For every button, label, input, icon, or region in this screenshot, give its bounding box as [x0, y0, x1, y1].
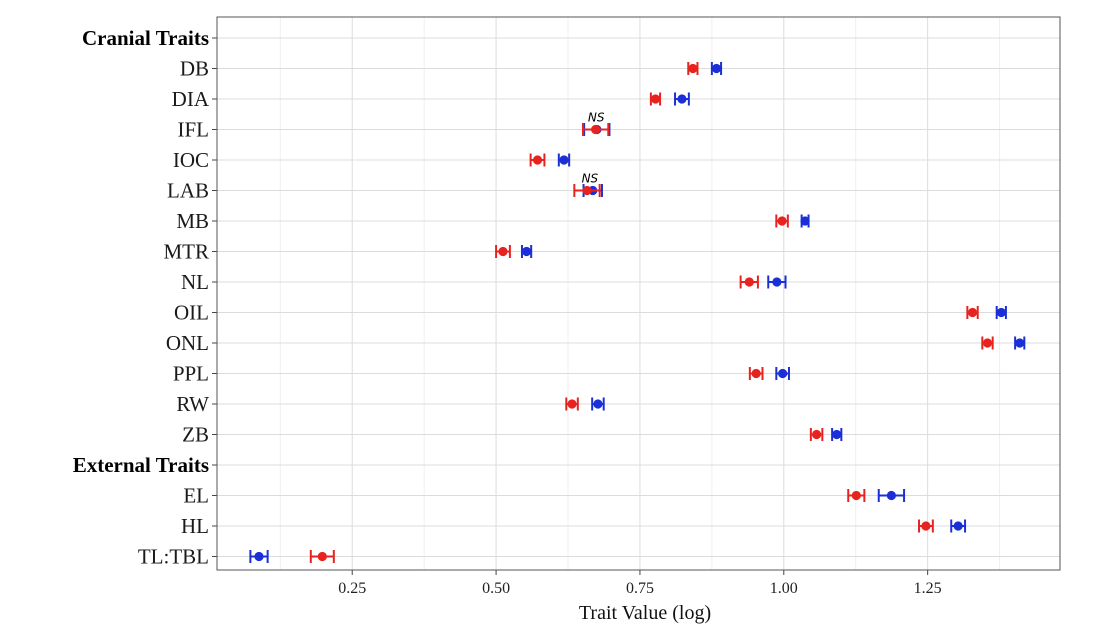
data-point — [921, 521, 931, 531]
data-point — [772, 277, 782, 287]
x-axis-title: Trait Value (log) — [579, 602, 711, 624]
data-point — [532, 155, 543, 165]
data-point — [521, 246, 532, 257]
data-point — [777, 216, 787, 226]
red-series-mark — [581, 123, 610, 136]
red-series-mark — [495, 245, 511, 258]
red-series-mark — [918, 519, 934, 533]
grid-layer — [217, 17, 1060, 570]
blue-series-mark — [249, 550, 269, 563]
blue-series-mark — [831, 428, 843, 441]
data-point — [582, 185, 592, 196]
blue-series-mark — [995, 306, 1007, 319]
data-point — [953, 521, 963, 531]
data-point — [982, 338, 993, 348]
data-point — [744, 277, 754, 287]
data-point — [593, 399, 603, 409]
blue-series-mark — [767, 275, 787, 289]
red-series-mark — [529, 153, 546, 167]
y-tick-label: ONL — [166, 331, 209, 355]
red-series-mark — [847, 489, 866, 502]
data-point — [677, 94, 687, 104]
blue-series-mark — [800, 214, 810, 228]
y-tick-label: DB — [180, 57, 209, 81]
x-tick-label: 0.75 — [626, 580, 654, 597]
y-tick-label: PPL — [173, 362, 209, 386]
blue-series-mark — [557, 153, 571, 167]
y-tick-label: TL:TBL — [138, 545, 209, 569]
red-series-mark — [309, 550, 335, 563]
data-point — [851, 490, 861, 501]
data-point — [591, 124, 601, 135]
blue-series-mark — [877, 489, 906, 502]
blue-series-mark — [674, 92, 690, 106]
y-tick-label: EL — [183, 484, 209, 508]
data-point — [967, 307, 978, 318]
data-point — [650, 94, 661, 104]
y-axis-labels: Cranial Traits DB DIA IFL IOC LAB MB MTR NL OIL ON… — [73, 26, 217, 569]
plot-border — [216, 16, 1061, 571]
red-series-mark — [966, 306, 979, 319]
blue-series-mark — [591, 397, 605, 411]
y-tick-label: OIL — [174, 301, 209, 325]
red-series-mark — [687, 62, 699, 75]
red-series-mark — [748, 367, 764, 380]
data-point — [811, 429, 822, 440]
data-point — [688, 63, 698, 74]
data-point — [996, 307, 1006, 318]
data-point — [1015, 338, 1025, 348]
data-point — [832, 429, 842, 440]
data-point — [800, 216, 810, 226]
red-series-mark — [573, 184, 601, 197]
y-tick-label: MB — [176, 209, 209, 233]
x-tick-label: 1.00 — [770, 580, 798, 597]
series-layer: NS NS — [249, 62, 1026, 563]
x-tick-label: 1.25 — [914, 580, 942, 597]
y-tick-label: LAB — [167, 179, 209, 203]
red-series-mark — [649, 92, 662, 106]
x-tick-label: 0.25 — [338, 580, 366, 597]
data-point — [498, 246, 508, 257]
red-series-mark — [565, 397, 579, 411]
blue-series-mark — [950, 519, 967, 533]
y-section-header: Cranial Traits — [82, 26, 209, 50]
y-tick-label: DIA — [172, 87, 210, 111]
ns-annotation: NS — [582, 172, 599, 186]
data-point — [751, 368, 761, 379]
red-series-mark — [739, 275, 759, 289]
y-tick-label: IFL — [178, 118, 210, 142]
data-point — [317, 551, 327, 562]
data-point — [711, 63, 722, 74]
y-tick-label: RW — [176, 392, 209, 416]
data-point — [559, 155, 569, 165]
ns-annotation: NS — [588, 111, 605, 125]
y-tick-label: HL — [181, 514, 209, 538]
blue-series-mark — [1014, 336, 1026, 350]
data-point — [886, 490, 897, 501]
blue-series-mark — [775, 367, 790, 380]
y-tick-label: MTR — [163, 240, 209, 264]
y-tick-label: IOC — [173, 148, 209, 172]
x-tick-label: 0.50 — [482, 580, 510, 597]
data-point — [254, 551, 264, 562]
x-axis-ticks: 0.25 0.50 0.75 1.00 1.25 — [338, 570, 942, 597]
data-point — [567, 399, 577, 409]
y-tick-label: ZB — [182, 423, 209, 447]
data-point — [778, 368, 788, 379]
blue-series-mark — [710, 62, 723, 75]
plot-panel — [217, 17, 1060, 570]
red-series-mark — [775, 214, 789, 228]
red-series-mark — [981, 336, 994, 350]
y-tick-label: NL — [181, 270, 209, 294]
y-section-header: External Traits — [73, 453, 209, 477]
blue-series-mark — [520, 245, 533, 258]
red-series-mark — [809, 428, 824, 441]
